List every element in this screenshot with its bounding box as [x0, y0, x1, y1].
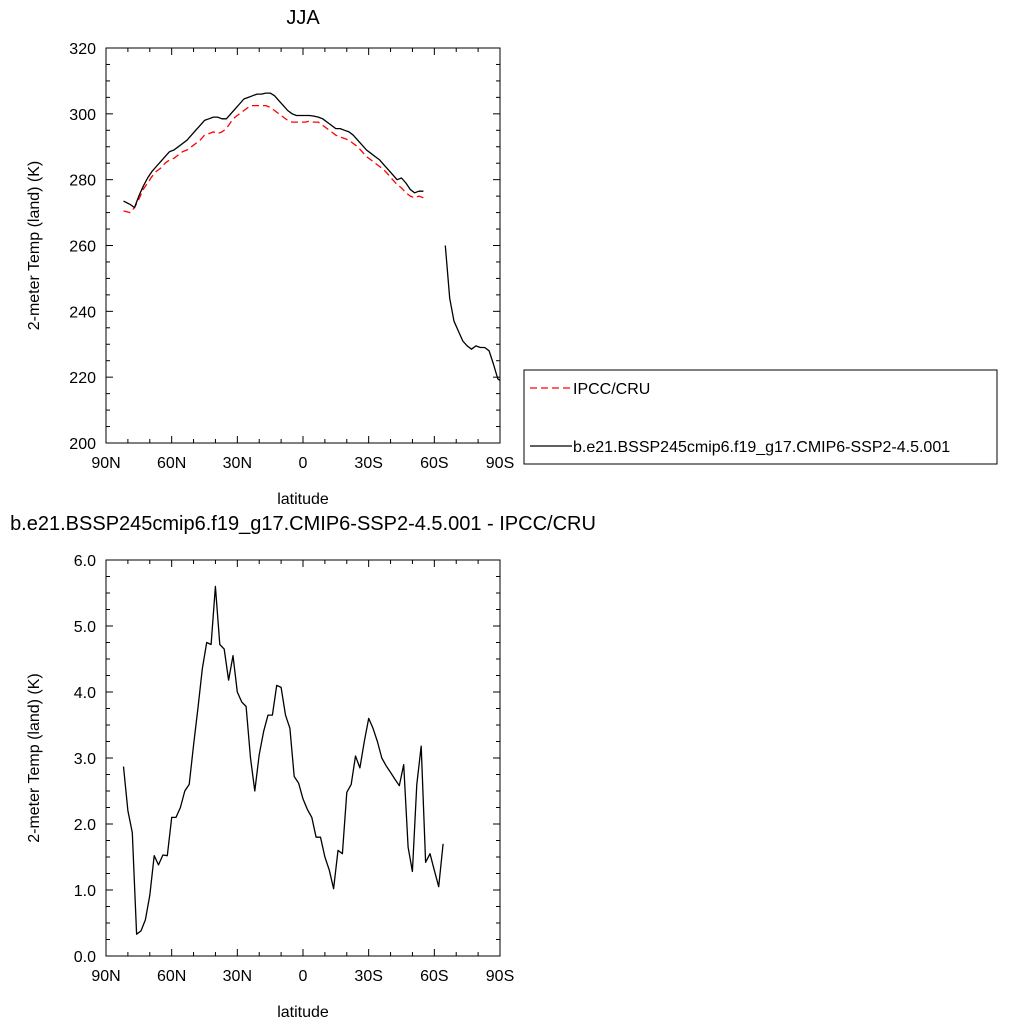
x-tick-label: 60N — [157, 968, 186, 985]
x-tick-label: 90S — [486, 968, 514, 985]
y-tick-label: 260 — [69, 239, 96, 256]
series-lines — [123, 92, 501, 382]
y-tick-label: 3.0 — [74, 751, 96, 768]
plot-frame — [105, 47, 501, 444]
x-axis-label: latitude — [277, 491, 329, 508]
y-tick-label: 2.0 — [74, 817, 96, 834]
legend: IPCC/CRU b.e21.BSSP245cmip6.f19_g17.CMIP… — [523, 369, 998, 465]
y-tick-label: 200 — [69, 436, 96, 453]
chart-title: JJA — [286, 7, 320, 29]
y-tick-label: 300 — [69, 107, 96, 124]
series-line-series-0 — [122, 585, 444, 935]
x-tick-label: 30N — [223, 968, 252, 985]
legend-label-ipcc-cru: IPCC/CRU — [573, 381, 650, 398]
bottom-panel: b.e21.BSSP245cmip6.f19_g17.CMIP6-SSP2-4.… — [10, 513, 596, 1021]
y-tick-label: 0.0 — [74, 949, 96, 966]
y-axis-label: 2-meter Temp (land) (K) — [26, 673, 43, 843]
x-tick-label: 30N — [223, 455, 252, 472]
legend-label-model: b.e21.BSSP245cmip6.f19_g17.CMIP6-SSP2-4.… — [573, 439, 950, 456]
x-tick-label: 0 — [299, 968, 308, 985]
y-tick-label: 1.0 — [74, 883, 96, 900]
y-tick-label: 320 — [69, 41, 96, 58]
x-axis-label: latitude — [277, 1004, 329, 1021]
y-tick-label: 5.0 — [74, 619, 96, 636]
y-tick-label: 280 — [69, 173, 96, 190]
series-line-ipcc-cru — [123, 104, 424, 214]
top-panel: JJA 90N 60N 30N 0 30S 60S 90S 200 220 240 260 280 30… — [26, 7, 998, 508]
x-tick-label: 30S — [354, 968, 382, 985]
axis-ticks: 90N 60N 30N 0 30S 60S 90S 200 220 240 260 280 300 320 — [69, 41, 514, 472]
x-tick-label: 60S — [420, 455, 448, 472]
y-tick-label: 4.0 — [74, 685, 96, 702]
x-tick-label: 90N — [91, 455, 120, 472]
y-tick-label: 240 — [69, 304, 96, 321]
y-axis-label: 2-meter Temp (land) (K) — [26, 161, 43, 331]
y-tick-label: 6.0 — [74, 553, 96, 570]
plot-frame — [105, 559, 501, 957]
y-tick-label: 220 — [69, 370, 96, 387]
x-tick-label: 90N — [91, 968, 120, 985]
legend-box — [523, 369, 998, 465]
series-line-b-e21-bssp245cmip6-f19-g17-cmip6-ssp2-4-5-001 — [123, 92, 424, 209]
x-tick-label: 90S — [486, 455, 514, 472]
x-tick-label: 60N — [157, 455, 186, 472]
series-lines — [122, 585, 444, 935]
series-line-b-e21-bssp245cmip6-f19-g17-cmip6-ssp2-4-5-001 — [444, 245, 501, 382]
x-tick-label: 0 — [299, 455, 308, 472]
chart-title: b.e21.BSSP245cmip6.f19_g17.CMIP6-SSP2-4.… — [10, 513, 596, 535]
axis-ticks: 90N 60N 30N 0 30S 60S 90S 0.0 1.0 2.0 3.0 4.0 5.0 6.0 — [74, 553, 514, 985]
x-tick-label: 30S — [354, 455, 382, 472]
x-tick-label: 60S — [420, 968, 448, 985]
